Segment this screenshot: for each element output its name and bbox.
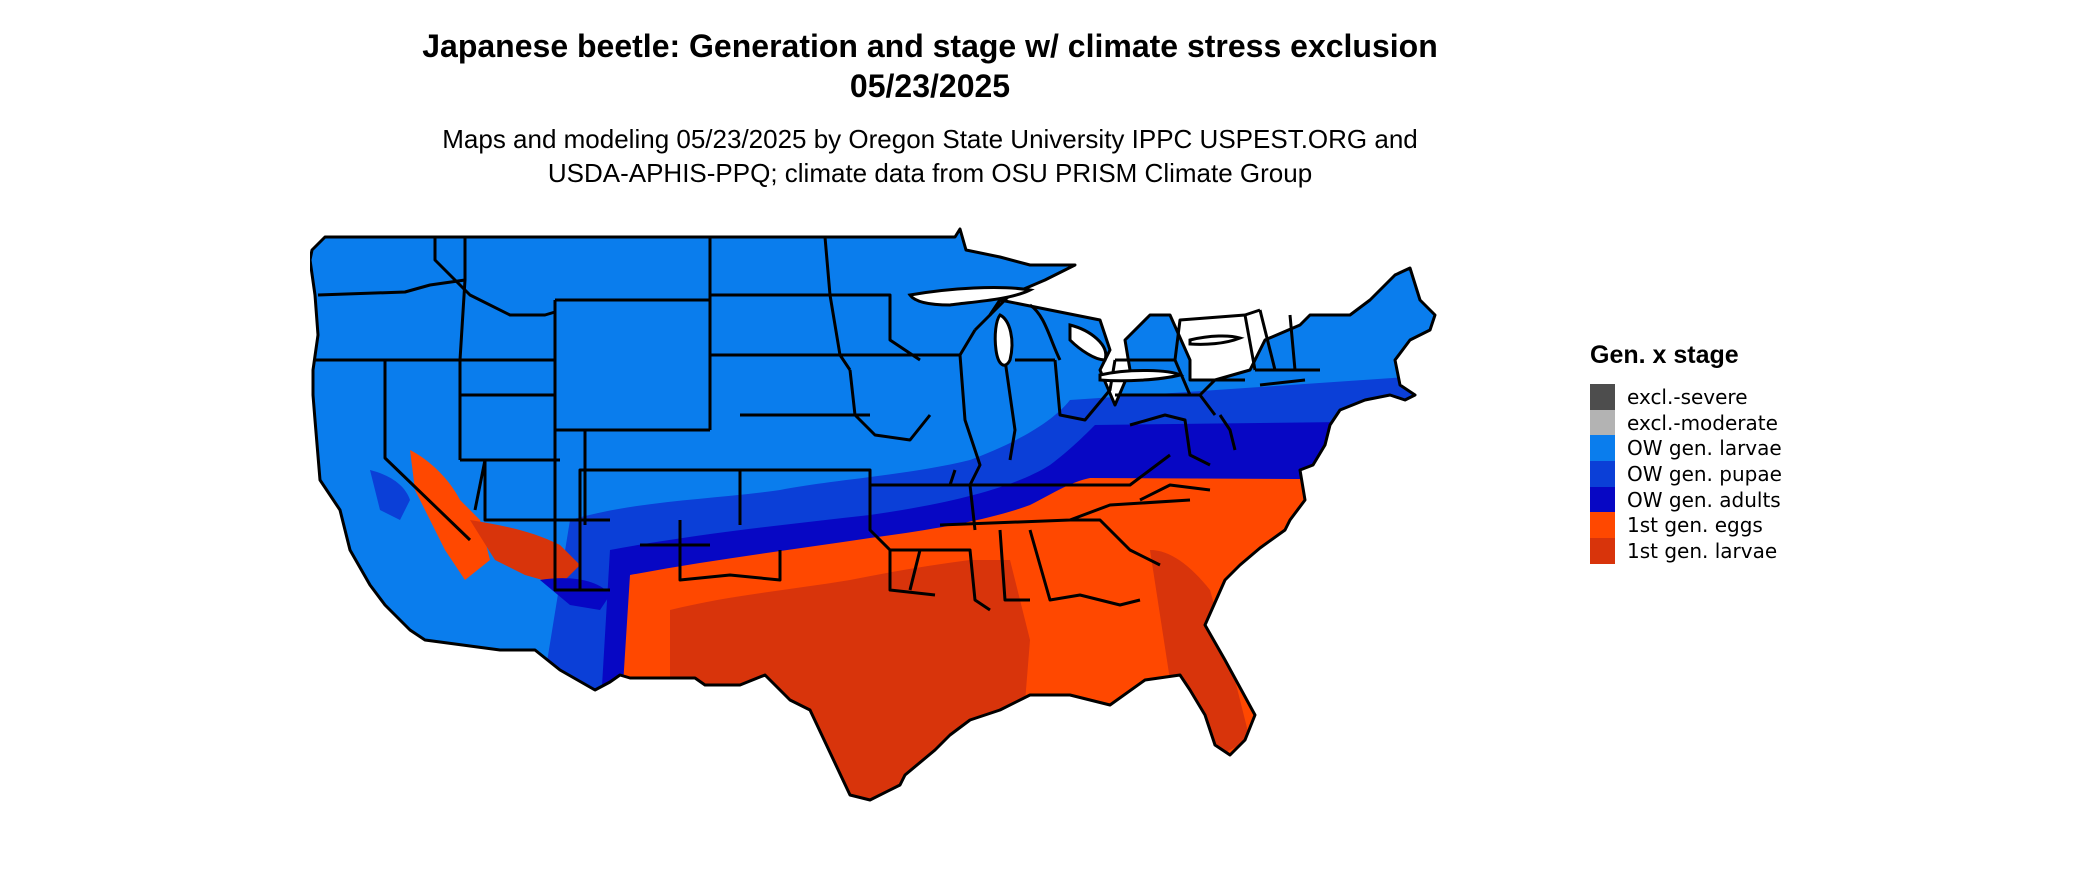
legend-swatch bbox=[1590, 512, 1615, 539]
legend-item: OW gen. adults bbox=[1590, 486, 1950, 513]
lake-ontario bbox=[1188, 334, 1245, 346]
legend-label: 1st gen. larvae bbox=[1627, 538, 1778, 563]
california-pupae-patch bbox=[370, 470, 410, 520]
great-lakes bbox=[907, 286, 1245, 383]
legend: Gen. x stage excl.-severe excl.-moderate O… bbox=[1590, 340, 1950, 564]
state-boundaries bbox=[310, 227, 1437, 802]
legend-swatch bbox=[1590, 409, 1615, 436]
legend-item: 1st gen. larvae bbox=[1590, 538, 1950, 564]
subtitle-line-2: USDA-APHIS-PPQ; climate data from OSU PR… bbox=[547, 158, 1313, 188]
us-map bbox=[310, 220, 1570, 890]
southwest-eggs-patch bbox=[410, 450, 490, 580]
legend-label: excl.-severe bbox=[1627, 384, 1748, 409]
first-gen-larvae-florida bbox=[1150, 550, 1250, 760]
legend-item: excl.-moderate bbox=[1590, 409, 1950, 436]
legend-swatch bbox=[1590, 384, 1615, 410]
legend-item: excl.-severe bbox=[1590, 384, 1950, 410]
legend-label: 1st gen. eggs bbox=[1627, 513, 1763, 538]
lake-superior bbox=[907, 286, 1035, 307]
us-map-svg bbox=[310, 227, 1437, 802]
lake-michigan bbox=[993, 313, 1014, 367]
map-title: Japanese beetle: Generation and stage w/… bbox=[422, 28, 1438, 64]
legend-label: OW gen. pupae bbox=[1627, 461, 1782, 486]
legend-label: OW gen. adults bbox=[1627, 487, 1781, 512]
map-date: 05/23/2025 bbox=[849, 68, 1011, 104]
first-gen-larvae-region bbox=[670, 560, 1030, 800]
legend-swatch bbox=[1590, 538, 1615, 564]
legend-item: OW gen. larvae bbox=[1590, 435, 1950, 462]
lake-huron bbox=[1068, 323, 1108, 362]
lake-erie bbox=[1098, 369, 1185, 383]
legend-item: OW gen. pupae bbox=[1590, 461, 1950, 487]
arizona-larvae-patch bbox=[470, 520, 580, 585]
subtitle-line-1: Maps and modeling 05/23/2025 by Oregon S… bbox=[442, 124, 1418, 154]
texas-west-adults-patch bbox=[540, 578, 610, 610]
legend-swatch bbox=[1590, 486, 1615, 513]
legend-swatch bbox=[1590, 435, 1615, 462]
legend-item: 1st gen. eggs bbox=[1590, 512, 1950, 539]
legend-items: excl.-severe excl.-moderate OW gen. larvae… bbox=[1590, 384, 1950, 564]
legend-label: excl.-moderate bbox=[1627, 410, 1778, 435]
legend-title: Gen. x stage bbox=[1590, 341, 1739, 369]
legend-swatch bbox=[1590, 461, 1615, 487]
legend-label: OW gen. larvae bbox=[1627, 436, 1782, 461]
